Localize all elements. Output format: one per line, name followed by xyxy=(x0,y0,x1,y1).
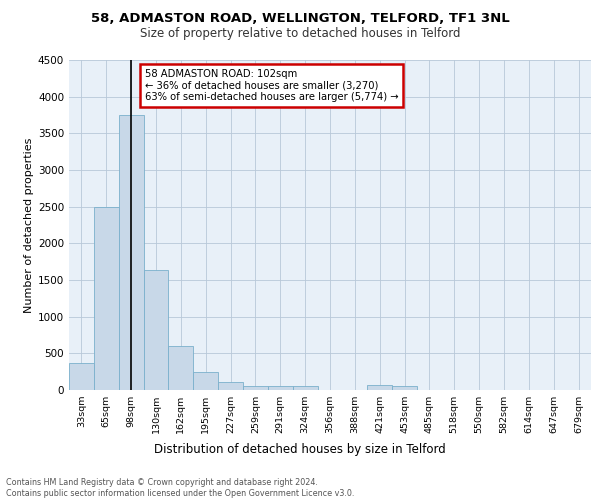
Bar xyxy=(218,382,243,390)
Y-axis label: Number of detached properties: Number of detached properties xyxy=(24,138,34,312)
Bar xyxy=(169,346,193,390)
Bar xyxy=(119,115,143,390)
Bar xyxy=(69,362,94,390)
Bar xyxy=(193,372,218,390)
Bar xyxy=(392,386,417,390)
Text: Distribution of detached houses by size in Telford: Distribution of detached houses by size … xyxy=(154,442,446,456)
Text: 58 ADMASTON ROAD: 102sqm
← 36% of detached houses are smaller (3,270)
63% of sem: 58 ADMASTON ROAD: 102sqm ← 36% of detach… xyxy=(145,69,398,102)
Bar xyxy=(367,385,392,390)
Bar xyxy=(243,386,268,390)
Bar xyxy=(143,270,169,390)
Text: 58, ADMASTON ROAD, WELLINGTON, TELFORD, TF1 3NL: 58, ADMASTON ROAD, WELLINGTON, TELFORD, … xyxy=(91,12,509,26)
Bar xyxy=(293,386,317,390)
Text: Contains HM Land Registry data © Crown copyright and database right 2024.
Contai: Contains HM Land Registry data © Crown c… xyxy=(6,478,355,498)
Text: Size of property relative to detached houses in Telford: Size of property relative to detached ho… xyxy=(140,28,460,40)
Bar xyxy=(268,386,293,390)
Bar xyxy=(94,206,119,390)
